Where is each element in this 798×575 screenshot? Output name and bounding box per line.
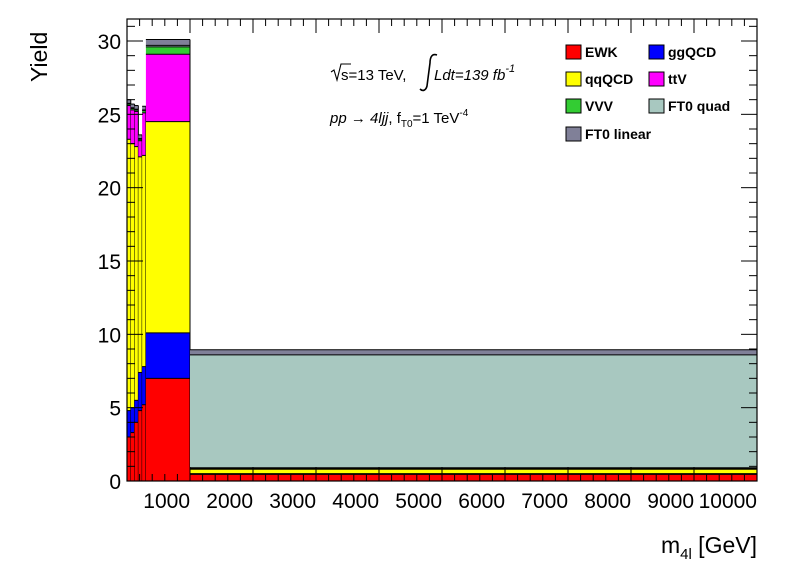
legend-label-ttv: ttV: [668, 71, 687, 87]
bar-ttv-bin-0: [127, 105, 131, 140]
bar-ft0-linear-bin-5: [145, 39, 190, 46]
annotation-process: pp → 4ljj, fT0=1 TeV-4: [329, 108, 469, 130]
y-tick-label: 0: [109, 471, 121, 494]
x-tick-label: 6000: [458, 490, 505, 513]
legend-swatch-vvv: [565, 98, 582, 114]
y-tick-label: 30: [98, 31, 121, 54]
y-tick-label: 10: [98, 324, 121, 347]
integral-symbol: [419, 53, 438, 92]
bar-ft0-linear-bin-0: [127, 99, 131, 104]
bar-qqqcd-bin-2: [134, 146, 139, 401]
bar-ewk-bin-2: [134, 422, 139, 481]
legend: EWK ggQCD qqQCD ttV VVV FT0 quad FT0 linear: [565, 44, 730, 142]
y-axis-title: Yield: [26, 32, 52, 82]
bar-ggqcd-bin-2: [134, 400, 139, 423]
bar-ewk-bin-1: [130, 432, 135, 481]
x-tick-label: 3000: [269, 490, 316, 513]
bar-ggqcd-bin-3: [138, 372, 143, 411]
bar-ggqcd-bin-4: [142, 366, 146, 405]
bar-ft0-linear-bin-6: [190, 349, 757, 355]
bar-ewk-bin-3: [138, 410, 143, 481]
axis-ticks: 0 5 10 15 20 25 30 1000 2000 3000 4000 5000 6000 7000…: [98, 19, 758, 513]
bar-ewk-bin-4: [142, 404, 146, 481]
legend-swatch-ft0-quad: [648, 98, 665, 114]
bar-ggqcd-bin-1: [130, 407, 135, 433]
process-text: pp → 4ljj: [329, 110, 389, 127]
bar-ft0-linear-bin-4: [142, 106, 146, 110]
energy-text: s=13 TeV,: [341, 67, 406, 84]
legend-label-ft0-quad: FT0 quad: [668, 98, 730, 114]
x-tick-label: 10000: [699, 490, 757, 513]
bar-ft0-linear-bin-1: [130, 104, 135, 108]
bar-ggqcd-bin-5: [145, 332, 190, 379]
y-tick-label: 5: [109, 398, 121, 421]
bar-ewk-bin-5: [145, 378, 190, 481]
bar-ttv-bin-2: [134, 111, 139, 147]
bar-ttv-bin-4: [142, 112, 146, 156]
legend-swatch-ewk: [565, 44, 582, 60]
annotation-energy-lumi: s=13 TeV, Ldt=139 fb-1: [330, 53, 515, 92]
y-tick-label: 15: [98, 251, 121, 274]
bar-qqqcd-bin-5: [145, 121, 190, 333]
coupling-value: =1 TeV: [413, 110, 460, 127]
x-tick-label: 7000: [521, 490, 568, 513]
legend-label-ewk: EWK: [585, 44, 618, 60]
svg-text:Ldt=139 fb-1: Ldt=139 fb-1: [434, 63, 515, 84]
bar-vvv-bin-5: [145, 46, 190, 55]
x-axis-title-unit: [GeV]: [692, 532, 757, 558]
legend-swatch-ggqcd: [648, 44, 665, 60]
x-tick-label: 1000: [143, 490, 190, 513]
legend-label-vvv: VVV: [585, 98, 614, 114]
bar-ewk-bin-0: [127, 437, 131, 481]
x-tick-label: 5000: [395, 490, 442, 513]
bar-vvv-bin-4: [142, 110, 146, 113]
x-axis-title-sub: 4l: [680, 546, 692, 563]
legend-swatch-qqqcd: [565, 71, 582, 87]
bar-vvv-bin-3: [138, 139, 143, 141]
svg-text:s=13 TeV,: s=13 TeV,: [341, 67, 406, 84]
bar-ft0-quad-bin-5: [145, 45, 190, 47]
x-tick-label: 8000: [584, 490, 631, 513]
x-tick-label: 4000: [332, 490, 379, 513]
bar-ggqcd-bin-0: [127, 410, 131, 437]
bar-ttv-bin-3: [138, 140, 143, 157]
legend-label-ft0-linear: FT0 linear: [585, 126, 652, 142]
bar-ttv-bin-5: [145, 54, 190, 122]
lumi-sup: -1: [505, 63, 515, 75]
x-tick-label: 9000: [647, 490, 694, 513]
y-tick-label: 20: [98, 178, 121, 201]
lumi-text: Ldt=139 fb: [434, 67, 505, 84]
bar-qqqcd-bin-3: [138, 156, 143, 373]
legend-swatch-ft0-linear: [565, 126, 582, 142]
bar-ft0-linear-bin-3: [138, 134, 143, 139]
x-axis-title-main: m: [661, 532, 680, 558]
legend-label-ggqcd: ggQCD: [668, 44, 716, 60]
x-axis-title: m4l [GeV]: [661, 532, 757, 563]
bar-ft0-linear-bin-2: [134, 105, 139, 110]
coupling-text: , f: [388, 110, 401, 127]
bar-qqqcd-bin-0: [127, 139, 131, 411]
bar-qqqcd-bin-4: [142, 155, 146, 367]
bar-ft0-quad-bin-6: [190, 354, 757, 468]
legend-label-qqqcd: qqQCD: [585, 71, 633, 87]
bar-vvv-bin-1: [130, 108, 135, 110]
bar-vvv-bin-0: [127, 104, 131, 106]
x-tick-label: 2000: [206, 490, 253, 513]
coupling-sub: T0: [401, 119, 413, 130]
coupling-sup: -4: [459, 108, 468, 119]
bar-ttv-bin-1: [130, 109, 135, 144]
y-tick-label: 25: [98, 104, 121, 127]
bar-vvv-bin-2: [134, 109, 139, 112]
bar-qqqcd-bin-6: [190, 469, 757, 474]
bar-ewk-bin-6: [190, 474, 757, 481]
legend-swatch-ttv: [648, 71, 665, 87]
sqrt-symbol: [330, 63, 351, 83]
